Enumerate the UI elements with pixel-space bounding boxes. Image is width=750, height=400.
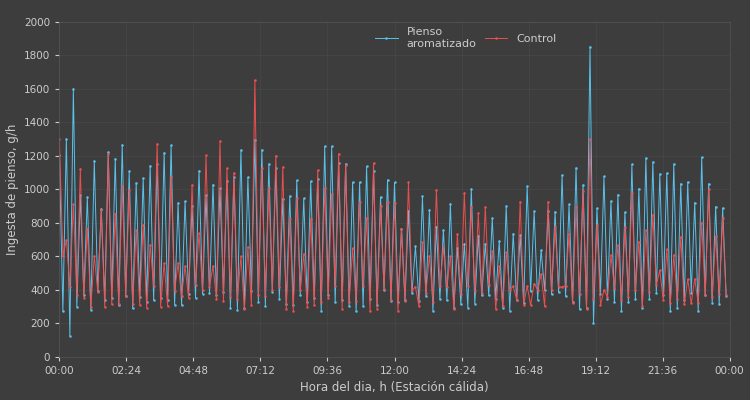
Control: [481, 204, 490, 209]
Control: [251, 78, 260, 83]
Pienso
aromatizado: [586, 44, 595, 49]
Pienso
aromatizado: [55, 153, 64, 158]
Line: Pienso
aromatizado: Pienso aromatizado: [58, 46, 728, 337]
Control: [334, 151, 344, 156]
Pienso
aromatizado: [327, 144, 336, 149]
Pienso
aromatizado: [139, 176, 148, 181]
Pienso
aromatizado: [394, 300, 403, 304]
Legend: Pienso
aromatizado, Control: Pienso aromatizado, Control: [375, 27, 556, 49]
Pienso
aromatizado: [439, 228, 448, 232]
Y-axis label: Ingesta de pienso, g/h: Ingesta de pienso, g/h: [5, 124, 19, 255]
Control: [135, 302, 144, 307]
Control: [55, 136, 64, 141]
Pienso
aromatizado: [65, 334, 74, 338]
Control: [365, 309, 374, 314]
Pienso
aromatizado: [722, 294, 730, 298]
Control: [442, 285, 452, 290]
Pienso
aromatizado: [334, 161, 344, 166]
Line: Control: Control: [58, 79, 728, 312]
Control: [327, 192, 336, 196]
X-axis label: Hora del dia, h (Estación cálida): Hora del dia, h (Estación cálida): [300, 382, 489, 394]
Control: [397, 226, 406, 231]
Control: [722, 293, 730, 298]
Pienso
aromatizado: [477, 293, 486, 298]
